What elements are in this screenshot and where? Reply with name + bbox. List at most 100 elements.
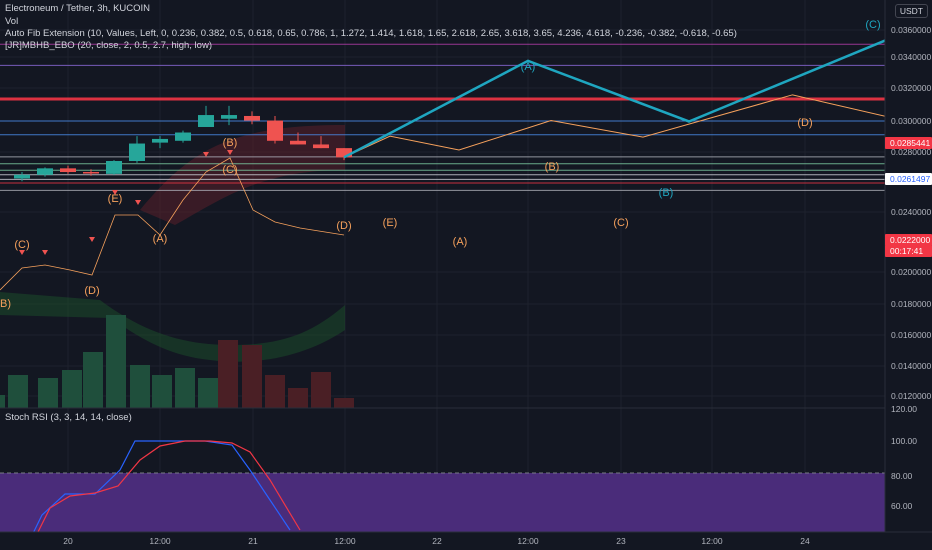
orange-wave-label: (C) xyxy=(222,164,237,176)
volume-bar xyxy=(106,315,126,408)
candle-up xyxy=(175,132,191,141)
price-tick-label: 0.0160000 xyxy=(891,330,931,340)
time-tick-label: 23 xyxy=(616,536,626,546)
orange-wave-label: (D) xyxy=(797,117,812,129)
time-tick-label: 12:00 xyxy=(149,536,171,546)
orange-wave-label: (D) xyxy=(84,285,99,297)
wave-labels: (A) (B) (C) (C) (D) (E) (A) (B) (D) (E) (A) (B) (C) (… xyxy=(0,19,881,310)
price-tick-label: 0.0120000 xyxy=(891,391,931,401)
volume-bar xyxy=(83,352,103,408)
wave-projections xyxy=(343,34,897,159)
price-wave-line xyxy=(0,157,345,291)
time-tick-label: 24 xyxy=(800,536,810,546)
orange-wave-label: (E) xyxy=(383,217,398,229)
price-badge-bg xyxy=(885,245,932,257)
time-tick-label: 22 xyxy=(432,536,442,546)
candle-up xyxy=(37,168,53,175)
sell-arrow xyxy=(227,150,233,155)
ebo-lower-cloud xyxy=(0,292,345,362)
volume-bar xyxy=(311,372,331,408)
sell-arrow xyxy=(112,190,118,195)
stoch-rsi-pane xyxy=(0,407,932,550)
volume-bar xyxy=(175,368,195,408)
candle-down xyxy=(267,120,283,141)
signal-arrows xyxy=(19,150,233,255)
price-tick-label: 0.0180000 xyxy=(891,299,931,309)
orange-projection xyxy=(343,94,897,158)
price-badge-label: 0.0285441 xyxy=(890,138,930,148)
price-axis[interactable]: 0.0360000 0.0340000 0.0320000 0.0300000 0.02… xyxy=(884,0,932,532)
blue-wave-label: (A) xyxy=(521,61,536,73)
blue-projection xyxy=(343,34,897,159)
volume-bars xyxy=(0,315,354,408)
candle-down xyxy=(290,140,306,145)
price-tick-label: 0.0340000 xyxy=(891,52,931,62)
price-tick-label: 0.0200000 xyxy=(891,267,931,277)
fib-levels xyxy=(0,43,885,191)
time-tick-label: 12:00 xyxy=(517,536,539,546)
sell-arrow xyxy=(135,200,141,205)
symbol-title[interactable]: Electroneum / Tether, 3h, KUCOIN xyxy=(5,3,151,14)
candles xyxy=(0,105,352,291)
candle-up xyxy=(221,115,237,119)
candle-down xyxy=(244,115,260,121)
volume-bar xyxy=(38,378,58,408)
volume-bar xyxy=(0,395,5,408)
volume-bar xyxy=(152,375,172,408)
candle-down xyxy=(60,168,76,173)
price-badge-bg xyxy=(885,173,932,185)
volume-bar xyxy=(242,345,262,408)
price-badge-label: 0.0222000 xyxy=(890,235,930,245)
orange-wave-label: (C) xyxy=(14,239,29,251)
orange-wave-label: (A) xyxy=(453,236,468,248)
volume-bar xyxy=(8,375,28,408)
time-tick-label: 12:00 xyxy=(701,536,723,546)
fib-legend[interactable]: Auto Fib Extension (10, Values, Left, 0,… xyxy=(5,28,737,39)
vol-legend[interactable]: Vol xyxy=(5,16,19,27)
blue-wave-label: (C) xyxy=(865,19,880,31)
price-tick-label: 0.0300000 xyxy=(891,116,931,126)
candle-up xyxy=(106,160,122,174)
rsi-tick-label: 80.00 xyxy=(891,471,913,481)
time-tick-label: 12:00 xyxy=(334,536,356,546)
volume-bar xyxy=(198,378,218,408)
ebo-cloud xyxy=(0,125,345,362)
sell-arrow xyxy=(89,237,95,242)
time-tick-label: 21 xyxy=(248,536,258,546)
rsi-legend[interactable]: Stoch RSI (3, 3, 14, 14, close) xyxy=(5,412,132,423)
orange-wave-label: (D) xyxy=(336,220,351,232)
price-tick-label: 0.0280000 xyxy=(891,147,931,157)
sell-arrow xyxy=(42,250,48,255)
volume-bar xyxy=(334,398,354,408)
sell-arrow xyxy=(19,250,25,255)
price-badge-label: 00:17:41 xyxy=(890,246,923,256)
candle-down xyxy=(313,144,329,149)
sell-arrow xyxy=(203,152,209,157)
volume-bar xyxy=(265,375,285,408)
volume-bar xyxy=(288,388,308,408)
orange-wave-label: B) xyxy=(0,298,11,310)
candle-up xyxy=(14,174,30,179)
stoch-d-line xyxy=(29,440,301,549)
blue-wave-label: (B) xyxy=(659,187,674,199)
candle-down xyxy=(336,148,352,158)
volume-bar xyxy=(130,365,150,408)
currency-button[interactable]: USDT xyxy=(894,4,928,18)
time-axis[interactable]: 20 12:00 21 12:00 22 12:00 23 12:00 24 xyxy=(0,531,932,550)
volume-bar xyxy=(218,340,238,408)
price-tick-label: 0.0140000 xyxy=(891,361,931,371)
orange-wave-label: (B) xyxy=(223,137,238,149)
rsi-tick-label: 120.00 xyxy=(891,404,917,414)
price-badge-bg xyxy=(885,234,932,246)
orange-wave-label: (E) xyxy=(108,193,123,205)
price-tick-label: 0.0240000 xyxy=(891,207,931,217)
rsi-tick-label: 100.00 xyxy=(891,436,917,446)
volume-bar xyxy=(62,370,82,408)
ebo-legend[interactable]: [JR]MBHB_EBO (20, close, 2, 0.5, 2.7, hi… xyxy=(5,40,212,51)
orange-wave-label: (A) xyxy=(153,233,168,245)
time-axis-bg xyxy=(0,532,932,550)
candle-up xyxy=(152,138,168,143)
time-tick-label: 20 xyxy=(63,536,73,546)
price-badge-label: 0.0261497 xyxy=(890,174,930,184)
